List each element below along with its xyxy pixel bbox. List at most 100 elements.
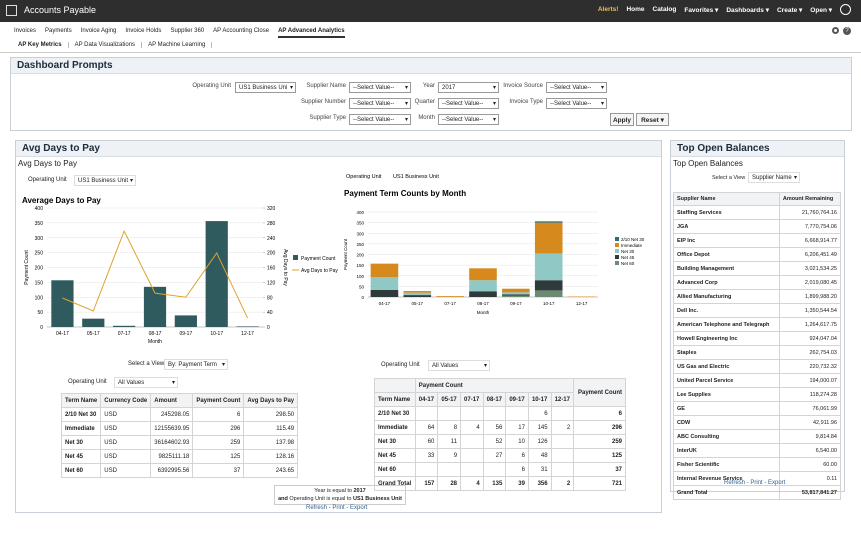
tab[interactable]: Invoice Holds <box>125 28 162 34</box>
subtab[interactable]: AP Data Visualizations <box>69 42 143 48</box>
table-cell <box>414 406 439 421</box>
link[interactable]: Refresh <box>724 480 746 486</box>
alerts-link[interactable]: Alerts! <box>597 6 619 13</box>
table-row: Net 30 60 11 52 10 126 259 <box>374 434 626 449</box>
nav-link[interactable]: Home <box>626 6 645 13</box>
supplier-cell: GE <box>673 401 780 416</box>
avg-days-title: Avg Days to Pay <box>16 141 661 157</box>
table-cell: USD <box>100 463 152 478</box>
table-cell: Net 30 <box>60 435 102 450</box>
supplier-cell: Office Depot <box>673 247 780 262</box>
supplier-cell: Staples <box>673 345 780 360</box>
tab[interactable]: Invoices <box>14 28 37 34</box>
subtab[interactable]: AP Key Metrics <box>12 42 69 48</box>
table-cell: 6 <box>192 407 245 422</box>
prompt-select[interactable]: --Select Value-- <box>546 98 607 109</box>
user-icon[interactable] <box>840 4 851 15</box>
nav-link[interactable]: Create ▾ <box>776 7 803 14</box>
tab[interactable]: Invoice Aging <box>80 28 117 34</box>
supplier-cell: Howell Engineering Inc <box>673 331 780 346</box>
table-cell <box>550 462 575 477</box>
table-row: Grand Total 157 28 4 135 39 356 2 721 <box>374 476 626 491</box>
reset-button[interactable]: Reset ▾ <box>636 113 669 126</box>
supplier-cell: United Parcel Service <box>673 373 780 388</box>
prompt-select[interactable]: 2017 <box>438 82 499 93</box>
column-header: 10-17 <box>527 392 552 407</box>
prompt-select[interactable]: US1 Business Uni <box>235 82 296 93</box>
prompt-select[interactable]: --Select Value-- <box>438 98 499 109</box>
bar-segment <box>502 292 530 295</box>
table-cell: 115.49 <box>243 421 299 436</box>
bar <box>205 221 228 327</box>
table-cell: 298.50 <box>243 407 299 422</box>
link[interactable]: Export <box>350 505 368 511</box>
view-select[interactable]: By: Payment Term <box>164 359 228 370</box>
table-cell: 11 <box>437 434 462 449</box>
prompt-select[interactable]: --Select Value-- <box>438 114 499 125</box>
prompt-select[interactable]: --Select Value-- <box>349 98 411 109</box>
table-cell: Net 45 <box>60 449 102 464</box>
tab[interactable]: Supplier 360 <box>170 28 205 34</box>
app-logo <box>6 5 17 16</box>
prompt-select[interactable]: --Select Value-- <box>349 82 411 93</box>
y-tick-label: 250 <box>35 251 44 257</box>
nav-link[interactable]: Catalog <box>652 6 677 13</box>
bar-segment <box>370 263 399 278</box>
nav-link[interactable]: Dashboards ▾ <box>726 7 769 14</box>
bar-segment <box>403 295 432 297</box>
top-open-title: Top Open Balances <box>671 141 844 157</box>
subtab[interactable]: AP Machine Learning <box>142 42 213 48</box>
x-tick-label: 12-17 <box>241 331 254 337</box>
tab[interactable]: AP Accounting Close <box>213 28 270 34</box>
apply-button[interactable]: Apply <box>610 113 634 126</box>
legend-label: Net 30 <box>621 249 635 254</box>
prompt-select[interactable]: --Select Value-- <box>546 82 607 93</box>
table-row: Immediate USD 12155639.95 296 115.49 <box>60 421 299 436</box>
note-line: and Operating Unit is equal to US1 Busin… <box>275 495 405 503</box>
table-cell: USD <box>100 435 152 450</box>
y-tick-label: 350 <box>356 221 364 226</box>
help-icon[interactable]: ? <box>843 27 851 35</box>
tab-bar: Invoices Payments Invoice Aging Invoice Hol… <box>14 28 345 38</box>
supplier-cell: Advanced Corp <box>673 275 780 290</box>
prompt-select[interactable]: --Select Value-- <box>349 114 411 125</box>
link[interactable]: Export <box>768 480 786 486</box>
amount-cell: 1,264,617.75 <box>778 317 842 332</box>
filter-select[interactable]: All Values <box>428 360 490 371</box>
tab[interactable]: AP Advanced Analytics <box>278 28 345 38</box>
table-cell <box>482 462 507 477</box>
link[interactable]: Print <box>750 480 763 486</box>
table-cell <box>505 406 529 421</box>
link[interactable]: Refresh <box>306 505 328 511</box>
nav-link[interactable]: Favorites ▾ <box>684 7 719 14</box>
view-label: Select a View <box>712 175 746 181</box>
y-tick-label: 400 <box>35 206 44 212</box>
prompt-label: Invoice Source <box>503 83 543 89</box>
supplier-cell: Staffing Services <box>673 205 780 220</box>
prompt-label: Operating Unit <box>192 83 231 89</box>
tab[interactable]: Payments <box>45 28 72 34</box>
table-cell <box>437 462 462 477</box>
settings-icon[interactable] <box>832 27 839 34</box>
total-header: Payment Count <box>573 378 626 407</box>
filter-select[interactable]: All Values <box>114 377 178 388</box>
prompts-title: Dashboard Prompts <box>11 58 851 74</box>
bar-segment <box>534 221 563 223</box>
supplier-cell: EIP Inc <box>673 233 780 248</box>
header-row: Term Name Currency Code Amount Payment Coun… <box>60 393 299 408</box>
amount-cell: 21,760,764.16 <box>778 205 842 220</box>
amount-cell: 7,770,754.06 <box>778 219 842 234</box>
filter-select[interactable]: US1 Business Unit <box>74 175 136 186</box>
table-cell <box>414 462 439 477</box>
header-row: Term Name 04-17 05-17 07-17 08-17 09-17 10-17 1… <box>374 392 626 407</box>
y-tick-label: 350 <box>35 221 44 227</box>
supplier-cell: Building Management <box>673 261 780 276</box>
view-select[interactable]: Supplier Name <box>748 172 800 183</box>
table-row: Immediate 64 8 4 56 17 145 2 296 <box>374 420 626 435</box>
nav-link[interactable]: Open ▾ <box>810 7 832 14</box>
bar <box>113 325 136 327</box>
table-cell: 37 <box>192 463 245 478</box>
legend-swatch <box>615 261 619 265</box>
bar-segment <box>403 292 432 296</box>
link[interactable]: Print <box>332 505 345 511</box>
